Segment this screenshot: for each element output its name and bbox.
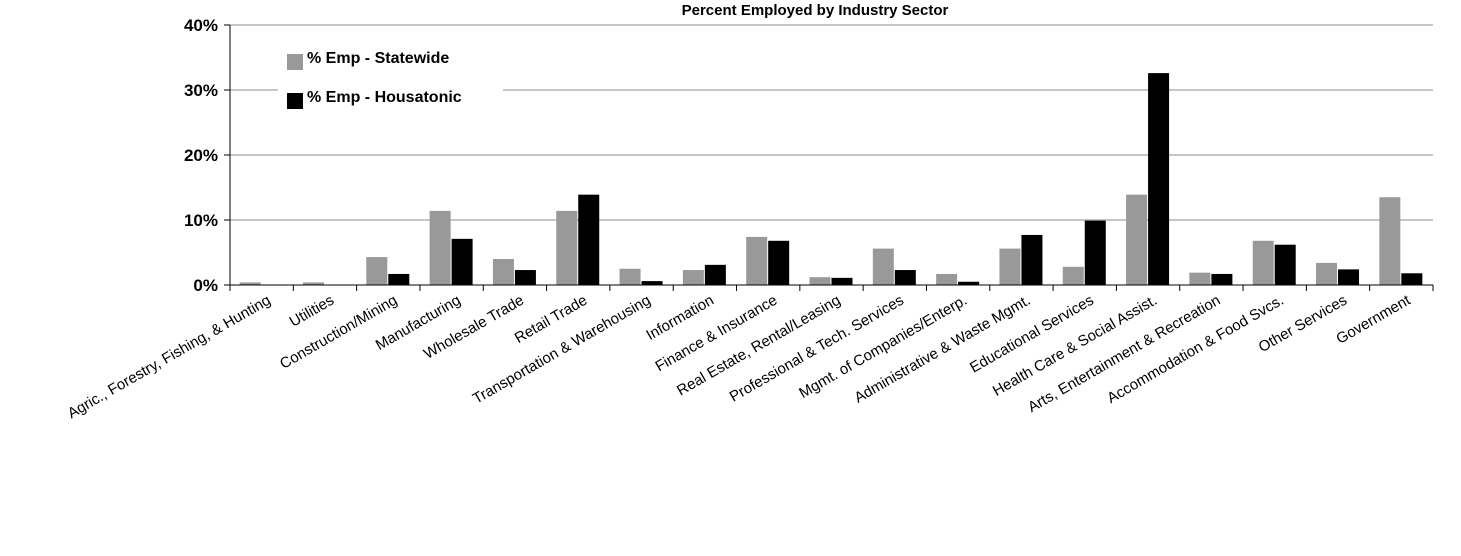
bar-statewide (1252, 240, 1274, 285)
bar-housatonic (1211, 273, 1233, 285)
bar-statewide (936, 273, 958, 285)
y-tick-label: 40% (184, 16, 218, 35)
bar-housatonic (1084, 220, 1106, 285)
bar-statewide (1379, 197, 1401, 285)
bar-housatonic (831, 277, 853, 285)
x-tick-labels: Agric., Forestry, Fishing, & Hunting Util… (65, 291, 1414, 422)
bar-statewide (492, 259, 514, 285)
bar-statewide (1126, 194, 1148, 285)
x-tick-label: Agric., Forestry, Fishing, & Hunting (65, 292, 274, 422)
y-tick-label: 20% (184, 146, 218, 165)
legend-swatch-housatonic (287, 93, 303, 109)
y-tick-label: 30% (184, 81, 218, 100)
bar-housatonic (1401, 273, 1423, 285)
bar-statewide (366, 257, 388, 285)
bar-housatonic (1338, 269, 1360, 285)
bar-statewide (682, 270, 704, 285)
bar-housatonic (451, 238, 473, 285)
y-tick-label: 0% (193, 276, 218, 295)
bar-housatonic (958, 281, 980, 285)
legend-label-housatonic: % Emp - Housatonic (307, 89, 462, 106)
bar-housatonic (641, 281, 663, 285)
bar-statewide (746, 236, 768, 285)
bar-statewide (1062, 266, 1084, 285)
y-tick-labels: 0% 10% 20% 30% 40% (184, 16, 218, 295)
x-tick-label: Utilities (287, 292, 337, 331)
legend-swatch-statewide (287, 54, 303, 70)
bar-housatonic (894, 270, 916, 285)
chart-title: Percent Employed by Industry Sector (682, 2, 949, 19)
y-tick-label: 10% (184, 211, 218, 230)
bar-housatonic (704, 264, 726, 285)
bar-housatonic (1021, 234, 1043, 285)
bar-statewide (1316, 262, 1338, 285)
x-tick-label: Construction/Mining (277, 292, 400, 373)
bar-housatonic (1148, 73, 1170, 285)
bar-housatonic (768, 240, 790, 285)
bars (239, 73, 1423, 285)
bar-statewide (302, 282, 324, 285)
legend: % Emp - Statewide % Emp - Housatonic (278, 35, 503, 117)
bar-statewide (809, 277, 831, 285)
bar-statewide (999, 248, 1021, 285)
bar-statewide (239, 282, 261, 285)
bar-housatonic (388, 273, 410, 285)
bar-housatonic (1274, 244, 1296, 285)
legend-background (278, 35, 503, 117)
bar-statewide (429, 210, 451, 285)
bar-statewide (556, 210, 578, 285)
bar-housatonic (578, 194, 600, 285)
bar-housatonic (514, 270, 536, 285)
legend-label-statewide: % Emp - Statewide (307, 50, 449, 67)
bar-statewide (619, 268, 641, 285)
bar-statewide (1189, 272, 1211, 285)
bar-statewide (872, 248, 894, 285)
axes (224, 24, 1434, 291)
